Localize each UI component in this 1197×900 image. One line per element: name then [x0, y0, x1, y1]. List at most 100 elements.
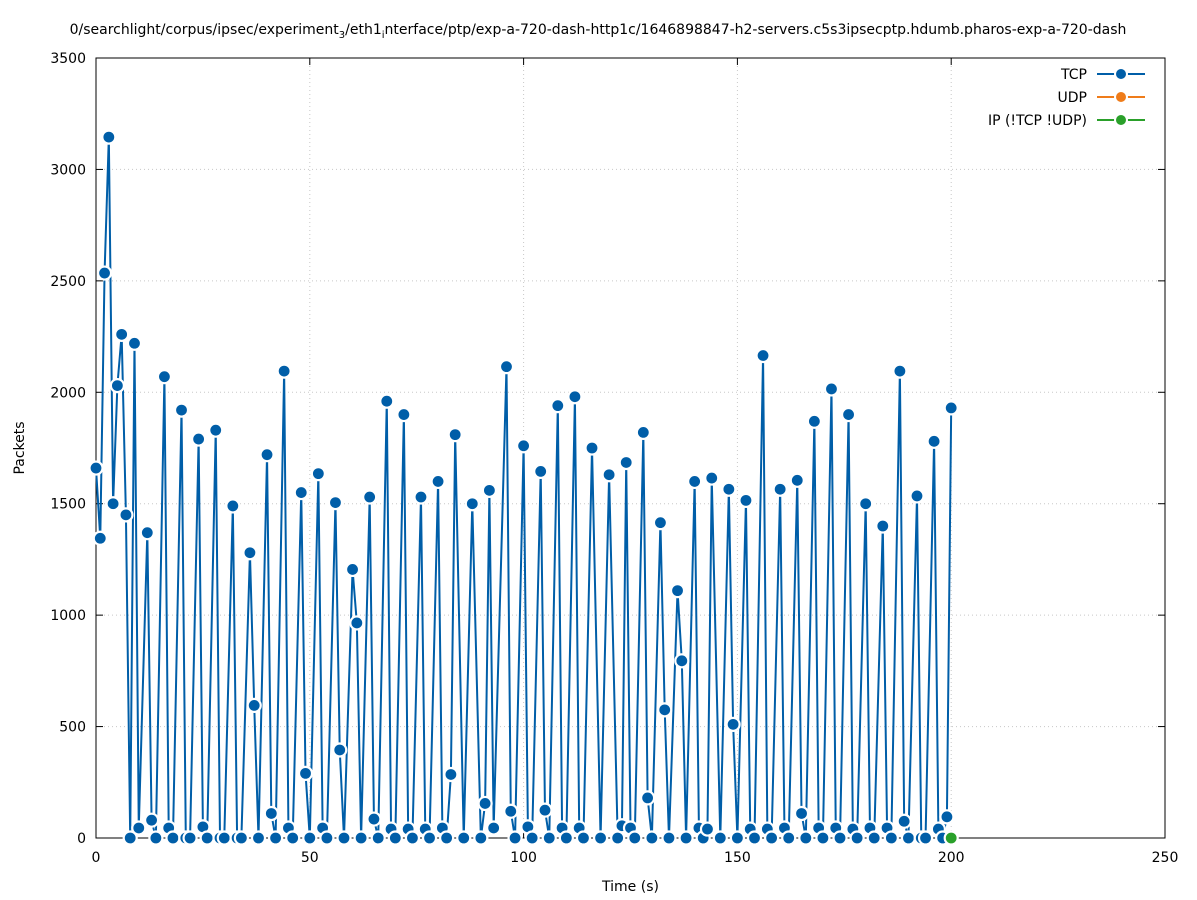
data-point [635, 424, 651, 440]
data-point [789, 472, 805, 488]
data-point [332, 742, 348, 758]
series-line [95, 136, 953, 839]
data-point [148, 830, 164, 846]
data-point [764, 830, 780, 846]
x-tick-label: 100 [510, 850, 537, 866]
data-point [687, 473, 703, 490]
data-point [755, 347, 771, 364]
data-point [892, 363, 908, 379]
data-point [191, 431, 207, 447]
data-point [699, 821, 716, 837]
legend-label: IP (!TCP !UDP) [988, 113, 1087, 129]
legend-marker [1114, 67, 1128, 81]
data-point [336, 830, 352, 846]
data-point [370, 830, 386, 846]
data-point [353, 830, 369, 846]
data-point [627, 830, 643, 846]
data-point [182, 830, 198, 846]
data-point [366, 811, 382, 827]
data-point [883, 830, 899, 846]
data-point [592, 830, 609, 846]
data-point [926, 433, 942, 449]
data-point [746, 830, 763, 846]
y-tick-label: 2000 [50, 385, 86, 401]
data-point [473, 830, 489, 846]
legend-label: UDP [1058, 90, 1087, 106]
data-point [267, 830, 284, 846]
data-point [738, 492, 754, 508]
data-point [900, 830, 917, 846]
data-point [610, 830, 626, 846]
data-point [896, 813, 912, 829]
data-point [443, 766, 459, 783]
y-tick-label: 3000 [50, 162, 86, 178]
data-point [344, 561, 361, 578]
data-point [498, 359, 515, 375]
data-point [806, 413, 822, 429]
data-point [362, 489, 378, 505]
data-point [173, 402, 190, 418]
data-point [840, 406, 857, 423]
data-point [678, 830, 694, 846]
data-point [156, 369, 173, 385]
data-point [396, 406, 412, 423]
data-point [575, 830, 592, 846]
grid [96, 58, 1165, 838]
data-point [310, 466, 326, 482]
data-point [242, 545, 258, 561]
y-axis-ticks: 0 500 1000 1500 2000 2500 3000 3500 [50, 51, 1165, 847]
x-tick-label: 0 [92, 850, 101, 866]
data-point [464, 496, 480, 512]
data-point [704, 470, 720, 486]
data-point [943, 830, 959, 846]
chart-title-part: 3 [339, 30, 345, 41]
x-axis-label: Time (s) [601, 879, 659, 895]
data-point [550, 398, 566, 414]
data-point [939, 809, 955, 825]
data-point [302, 830, 318, 846]
data-point [131, 820, 147, 836]
data-point [139, 525, 155, 541]
series-ip-tcp-udp [943, 830, 959, 846]
series-layer [88, 129, 959, 846]
data-point [567, 389, 583, 405]
data-point [721, 481, 737, 497]
legend: TCP UDP IP (!TCP !UDP) [988, 67, 1145, 129]
data-point [297, 765, 314, 781]
chart-title-part: nterface/ptp/exp-a-720-dash-http1c/16468… [385, 22, 1127, 38]
data-point [225, 498, 241, 514]
data-point [285, 830, 301, 846]
data-point [477, 795, 493, 812]
data-point [849, 830, 865, 846]
legend-label: TCP [1060, 67, 1087, 83]
data-point [601, 467, 617, 483]
series-tcp [88, 129, 959, 846]
data-point [533, 463, 549, 479]
data-point [404, 830, 421, 846]
data-point [503, 803, 519, 819]
data-point [815, 830, 831, 846]
y-axis-label: Packets [12, 421, 28, 474]
data-point [798, 830, 814, 846]
chart-title-part: i [382, 30, 385, 41]
data-point [515, 438, 532, 454]
data-point [379, 393, 395, 409]
data-point [644, 830, 660, 846]
y-tick-label: 2500 [50, 274, 86, 290]
data-point [413, 489, 429, 505]
data-point [674, 653, 690, 669]
data-point [327, 495, 344, 511]
data-point [109, 378, 125, 394]
data-point [246, 697, 262, 714]
data-point [832, 830, 848, 846]
data-point [541, 830, 557, 846]
data-point [143, 812, 160, 828]
x-tick-label: 250 [1152, 850, 1179, 866]
data-point [118, 507, 134, 523]
data-point [725, 716, 741, 732]
data-point [88, 460, 104, 476]
plot-frame [95, 57, 1166, 839]
data-point [439, 830, 455, 846]
data-point [524, 830, 540, 846]
data-point [293, 484, 309, 501]
